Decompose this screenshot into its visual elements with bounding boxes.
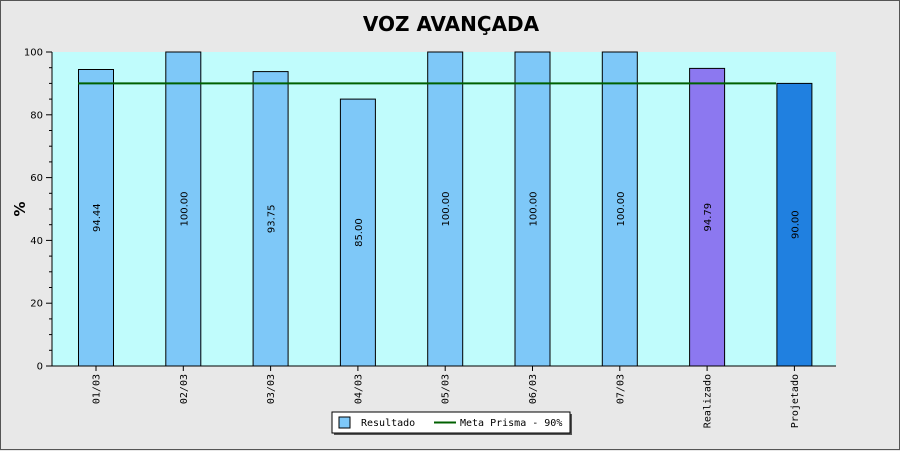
x-tick-label: 05/03 [441, 374, 452, 404]
bar-01-03 [78, 69, 114, 367]
data-label: 94.44 [92, 203, 103, 232]
legend-swatch-resultado [338, 416, 351, 429]
y-tick-label: 40 [30, 236, 43, 247]
data-label: 93.75 [267, 204, 278, 233]
bar-07-03 [601, 51, 638, 367]
axes-layer: 0 20 40 60 80 100 01/03 02/03 03/03 04/03 05/03 06/… [24, 48, 836, 428]
chart-title: VOZ AVANÇADA [363, 12, 540, 36]
legend-label-resultado: Resultado [361, 418, 415, 429]
data-label: 100.00 [179, 192, 190, 227]
y-tick-label: 80 [30, 110, 43, 121]
bars-layer: 94.44 100.00 93.75 85.00 100.00 100.00 100.00 9… [78, 51, 813, 367]
data-label: 100.00 [441, 192, 452, 227]
x-tick-label: 04/03 [353, 374, 364, 404]
data-label: 100.00 [616, 192, 627, 227]
y-tick-label: 60 [30, 173, 43, 184]
legend-label-meta: Meta Prisma - 90% [460, 418, 562, 429]
y-tick-label: 20 [30, 299, 43, 310]
bar-projetado [776, 82, 813, 367]
data-label: 94.79 [703, 203, 714, 232]
bar-03-03 [252, 71, 289, 367]
data-label: 85.00 [354, 218, 365, 247]
y-axis-label: % [11, 201, 29, 216]
y-tick-label: 0 [37, 362, 43, 373]
legend: Resultado Meta Prisma - 90% [331, 411, 572, 435]
x-tick-label: 07/03 [615, 374, 626, 404]
x-tick-label: Projetado [790, 374, 801, 428]
x-tick-label: 02/03 [179, 374, 190, 404]
bar-02-03 [165, 51, 202, 367]
x-tick-label: 03/03 [266, 374, 277, 404]
x-tick-label: 01/03 [92, 374, 103, 404]
x-tick-label: Realizado [703, 374, 714, 428]
data-label: 100.00 [529, 192, 540, 227]
y-tick-label: 100 [24, 48, 43, 59]
x-tick-label: 06/03 [528, 374, 539, 404]
data-label: 90.00 [790, 210, 801, 239]
bar-realizado [689, 67, 726, 367]
